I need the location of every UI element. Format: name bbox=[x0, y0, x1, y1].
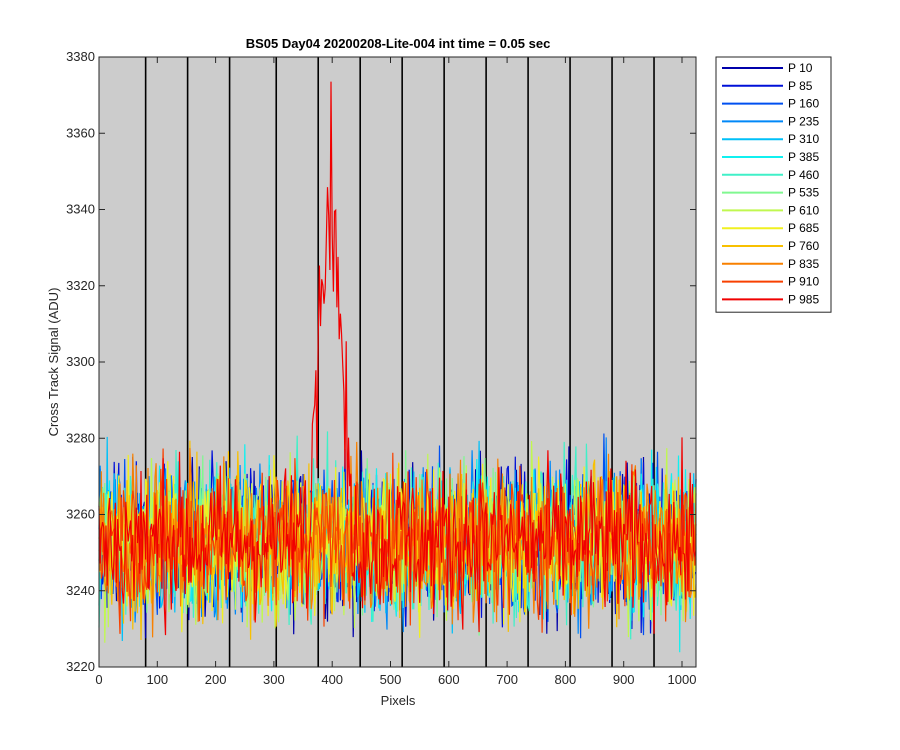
legend-label: P 985 bbox=[788, 292, 819, 306]
legend-label: P 385 bbox=[788, 150, 819, 164]
legend-label: P 460 bbox=[788, 168, 819, 182]
y-tick-label: 3280 bbox=[66, 430, 95, 445]
x-tick-label: 200 bbox=[205, 672, 227, 687]
series-line-p910 bbox=[98, 448, 697, 634]
y-axis-label: Cross Track Signal (ADU) bbox=[46, 288, 61, 437]
x-tick-label: 700 bbox=[496, 672, 518, 687]
x-axis: 0 100 200 300 400 500 600 700 800 900 1000 bbox=[95, 57, 696, 687]
legend-label: P 535 bbox=[788, 186, 819, 200]
series-line-p985 bbox=[98, 81, 697, 636]
legend-label: P 235 bbox=[788, 114, 819, 128]
legend-label: P 85 bbox=[788, 79, 813, 93]
x-tick-label: 900 bbox=[613, 672, 635, 687]
y-tick-label: 3260 bbox=[66, 507, 95, 522]
x-tick-label: 1000 bbox=[668, 672, 697, 687]
legend-label: P 10 bbox=[788, 61, 813, 75]
x-tick-label: 800 bbox=[555, 672, 577, 687]
series-lines bbox=[98, 81, 697, 653]
y-tick-label: 3380 bbox=[66, 49, 95, 64]
legend-box bbox=[715, 56, 832, 313]
x-tick-label: 500 bbox=[380, 672, 402, 687]
x-tick-label: 100 bbox=[146, 672, 168, 687]
chart-title: BS05 Day04 20200208-Lite-004 int time = … bbox=[246, 36, 551, 51]
legend-label: P 760 bbox=[788, 239, 819, 253]
x-tick-label: 300 bbox=[263, 672, 285, 687]
y-tick-label: 3320 bbox=[66, 278, 95, 293]
y-axis: 3220 3240 3260 3280 3300 3320 3340 3360 3380 bbox=[66, 49, 696, 674]
y-tick-label: 3360 bbox=[66, 125, 95, 140]
legend: P 10 P 85 P 160 P 235 P 310 P 385 P 460 P 535 P … bbox=[715, 56, 832, 313]
y-tick-label: 3340 bbox=[66, 202, 95, 217]
x-tick-label: 0 bbox=[95, 672, 102, 687]
legend-label: P 835 bbox=[788, 257, 819, 271]
legend-label: P 160 bbox=[788, 97, 819, 111]
y-tick-label: 3240 bbox=[66, 583, 95, 598]
y-tick-label: 3300 bbox=[66, 354, 95, 369]
legend-label: P 910 bbox=[788, 275, 819, 289]
x-tick-label: 600 bbox=[438, 672, 460, 687]
legend-label: P 610 bbox=[788, 203, 819, 217]
y-tick-label: 3220 bbox=[66, 659, 95, 674]
x-axis-label: Pixels bbox=[381, 693, 416, 708]
legend-label: P 310 bbox=[788, 132, 819, 146]
legend-label: P 685 bbox=[788, 221, 819, 235]
x-tick-label: 400 bbox=[321, 672, 343, 687]
